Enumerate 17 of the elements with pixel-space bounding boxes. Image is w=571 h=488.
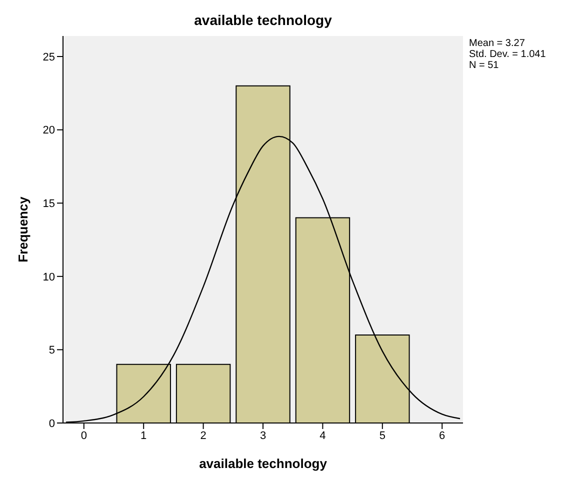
y-tick-label: 15 bbox=[42, 198, 55, 210]
y-tick-label: 20 bbox=[42, 124, 55, 137]
y-axis-title: Frequency bbox=[16, 196, 31, 262]
statistics-text: Mean = 3.27 Std. Dev. = 1.041 N = 51 bbox=[469, 38, 546, 71]
x-tick-label: 3 bbox=[260, 430, 266, 442]
y-tick-label: 10 bbox=[42, 271, 55, 284]
y-tick-label: 25 bbox=[42, 51, 55, 64]
x-tick-label: 1 bbox=[140, 430, 147, 442]
x-tick-label: 0 bbox=[80, 430, 87, 442]
y-tick-label: 5 bbox=[48, 344, 55, 357]
x-tick-label: 2 bbox=[200, 430, 206, 442]
x-tick-label: 6 bbox=[439, 430, 446, 442]
y-tick-label: 0 bbox=[48, 418, 55, 430]
x-tick-label: 4 bbox=[320, 430, 326, 442]
x-tick-label: 5 bbox=[379, 430, 386, 442]
x-axis-title: available technology bbox=[199, 456, 328, 471]
chart-title: available technology bbox=[193, 12, 333, 28]
